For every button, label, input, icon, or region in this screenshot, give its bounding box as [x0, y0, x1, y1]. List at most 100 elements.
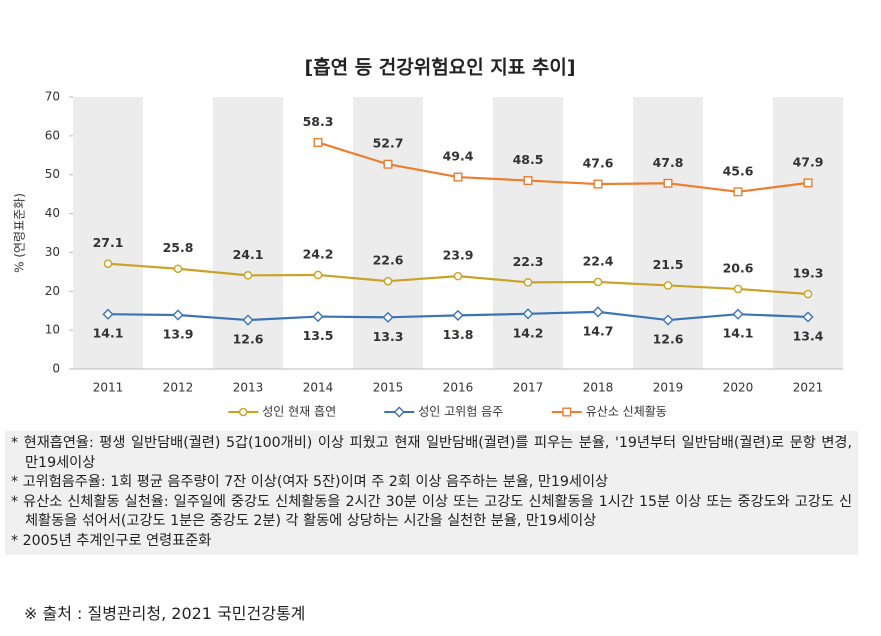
marker — [802, 311, 814, 323]
marker — [102, 308, 114, 320]
marker — [662, 314, 674, 326]
x-tick-label: 2014 — [303, 381, 334, 395]
data-label: 52.7 — [373, 136, 404, 151]
marker — [592, 306, 604, 318]
data-label: 13.3 — [373, 329, 404, 344]
legend-marker — [562, 407, 572, 417]
column-band — [353, 97, 423, 369]
x-tick-label: 2016 — [443, 381, 474, 395]
legend-label: 성인 고위험 음주 — [418, 405, 503, 419]
data-label: 47.6 — [583, 156, 614, 171]
data-label: 14.7 — [583, 323, 614, 338]
marker — [383, 276, 393, 286]
y-tick-label: 60 — [45, 128, 60, 142]
y-tick-label: 20 — [45, 284, 60, 298]
column-band — [213, 97, 283, 369]
x-tick-label: 2011 — [93, 381, 124, 395]
marker — [593, 277, 603, 287]
marker — [663, 178, 673, 188]
data-label: 12.6 — [653, 332, 684, 347]
x-tick-label: 2017 — [513, 381, 544, 395]
x-tick-label: 2020 — [723, 381, 754, 395]
marker — [453, 172, 463, 182]
marker — [732, 308, 744, 320]
marker — [523, 278, 533, 287]
source: ※ 출처 : 질병관리청, 2021 국민건강통계 — [24, 604, 306, 623]
x-tick-label: 2013 — [233, 381, 264, 395]
column-band — [773, 97, 843, 369]
note: * 현재흡연율: 평생 일반담배(궐련) 5갑(100개비) 이상 피웠고 현재… — [11, 435, 852, 471]
marker — [242, 314, 254, 326]
data-label: 14.1 — [93, 326, 124, 341]
marker — [313, 137, 323, 147]
y-tick-label: 10 — [45, 323, 60, 337]
data-label: 58.3 — [303, 114, 334, 129]
notes: * 현재흡연율: 평생 일반담배(궐련) 5갑(100개비) 이상 피웠고 현재… — [5, 431, 858, 555]
data-label: 22.3 — [513, 254, 544, 269]
data-label: 13.9 — [163, 326, 194, 341]
y-tick-label: 40 — [45, 206, 60, 220]
data-label: 14.1 — [723, 326, 754, 341]
marker — [803, 289, 813, 299]
data-label: 13.5 — [303, 328, 334, 343]
data-label: 24.2 — [303, 246, 334, 261]
legend-label: 유산소 신체활동 — [586, 405, 667, 419]
note: * 유산소 신체활동 실천율: 일주일에 중강도 신체활동을 2시간 30분 이… — [11, 493, 852, 530]
marker — [172, 309, 184, 321]
data-label: 21.5 — [653, 257, 684, 272]
marker — [103, 259, 113, 268]
data-label: 25.8 — [163, 240, 194, 255]
data-label: 22.6 — [373, 253, 404, 268]
data-label: 14.2 — [513, 325, 544, 340]
data-label: 47.9 — [793, 154, 824, 169]
data-label: 24.1 — [233, 247, 264, 262]
marker — [382, 311, 394, 323]
y-tick-label: 30 — [45, 245, 60, 259]
data-label: 23.9 — [443, 248, 474, 263]
y-tick-label: 70 — [45, 90, 60, 104]
y-axis-label: % (연령표준화) — [13, 193, 27, 273]
y-tick-label: 50 — [45, 167, 60, 181]
data-label: 45.6 — [723, 163, 754, 178]
column-band — [633, 97, 703, 369]
column-band — [493, 97, 563, 369]
data-label: 47.8 — [653, 155, 684, 170]
marker — [733, 187, 743, 197]
marker — [663, 281, 673, 290]
y-tick-label: 0 — [52, 362, 60, 376]
data-label: 49.4 — [443, 149, 474, 164]
marker — [453, 271, 463, 281]
x-tick-label: 2015 — [373, 381, 404, 395]
data-label: 13.8 — [443, 327, 474, 342]
marker — [593, 179, 603, 189]
column-band — [73, 97, 143, 369]
data-label: 48.5 — [513, 152, 544, 167]
marker — [803, 178, 813, 188]
marker — [312, 310, 324, 323]
legend-label: 성인 현재 흡연 — [262, 405, 336, 419]
note: * 2005년 추계인구로 연령표준화 — [11, 532, 212, 549]
legend-marker — [393, 406, 405, 418]
data-label: 12.6 — [233, 332, 264, 347]
series-line — [317, 141, 809, 193]
marker — [452, 309, 464, 321]
note: * 고위험음주율: 1회 평균 음주량이 7잔 이상(여자 5잔)이며 주 2회… — [11, 474, 609, 491]
marker — [313, 270, 323, 280]
marker — [243, 271, 253, 280]
chart: [흡연 등 건강위험요인 지표 추이] % (연령표준화) 0 10 20 30 40 5… — [13, 56, 843, 419]
marker — [173, 264, 183, 274]
chart-title: [흡연 등 건강위험요인 지표 추이] — [304, 56, 575, 79]
x-tick-label: 2018 — [583, 381, 614, 395]
marker — [383, 159, 393, 169]
x-tick-label: 2019 — [653, 381, 684, 395]
legend-marker — [238, 407, 248, 417]
marker — [733, 284, 743, 294]
data-label: 13.4 — [793, 328, 824, 343]
data-label: 22.4 — [583, 253, 614, 268]
data-label: 19.3 — [793, 266, 824, 281]
x-tick-label: 2021 — [793, 381, 824, 395]
x-tick-label: 2012 — [163, 381, 194, 395]
data-label: 27.1 — [93, 235, 124, 250]
marker — [523, 176, 533, 186]
